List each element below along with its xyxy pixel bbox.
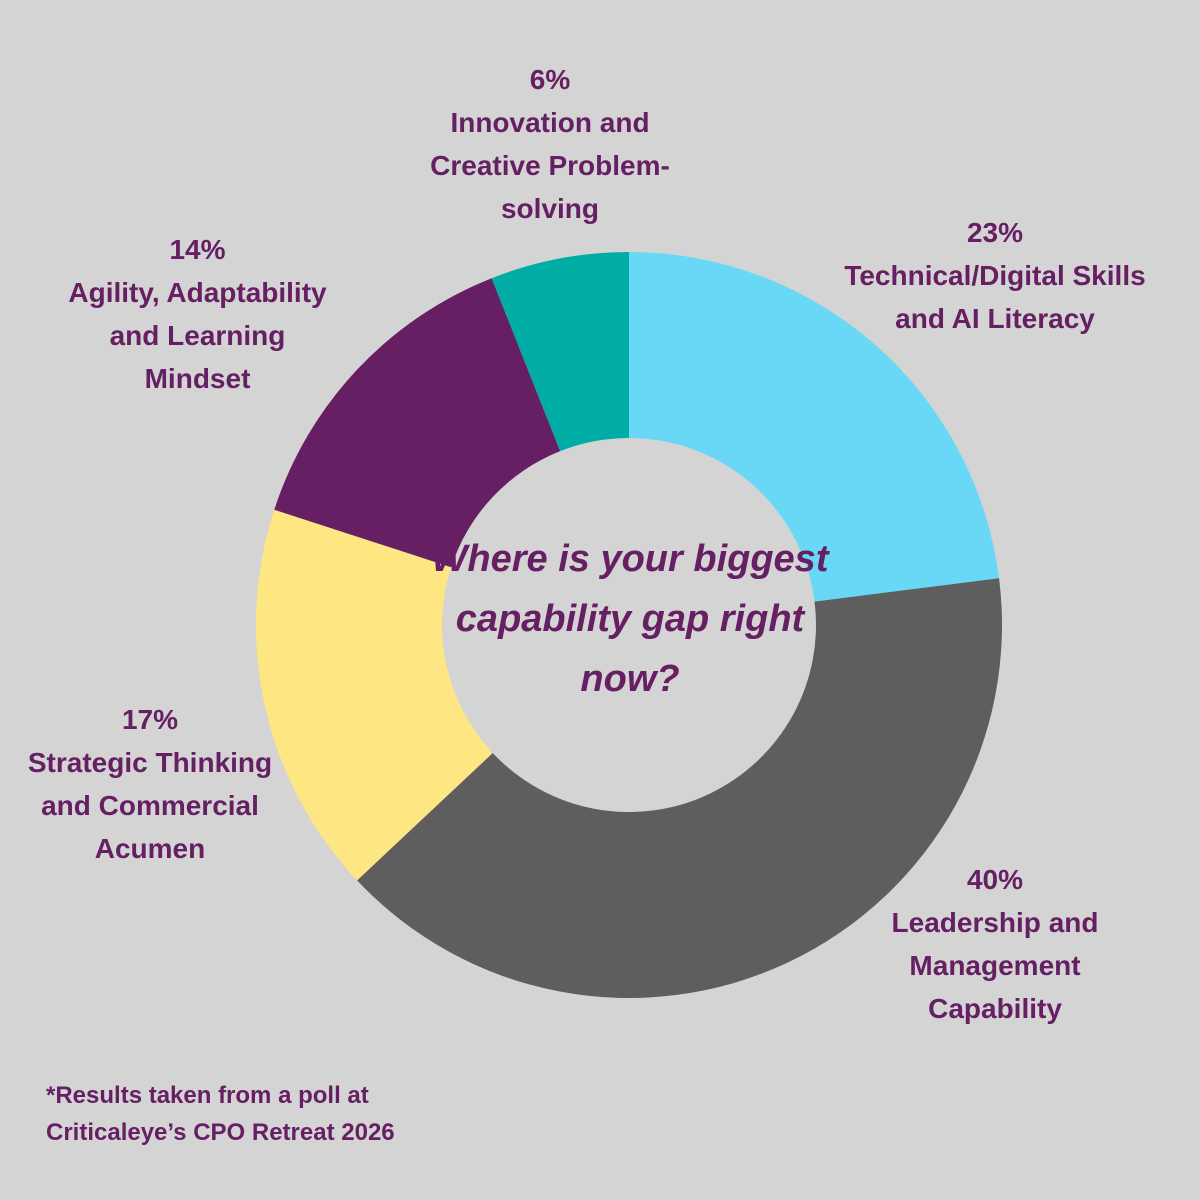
label-category: Strategic Thinking and Commercial Acumen — [27, 747, 273, 864]
footnote: *Results taken from a poll at Criticaley… — [46, 1082, 395, 1146]
label-percent: 40% — [966, 864, 1024, 895]
label-percent: 23% — [966, 217, 1024, 248]
label-category: Innovation and Creative Problem- solving — [430, 107, 670, 224]
label-category: Technical/Digital Skills and AI Literacy — [844, 260, 1146, 334]
label-category: Agility, Adaptability and Learning Minds… — [68, 277, 327, 394]
label-strategic-thinking: 17% Strategic Thinking and Commercial Ac… — [10, 698, 290, 870]
donut-slice-agility-adaptability-and-learning-mindset — [274, 278, 561, 568]
label-percent: 6% — [529, 64, 571, 95]
center-question: Where is your biggest capability gap rig… — [431, 538, 829, 700]
label-category: Leadership and Management Capability — [891, 907, 1099, 1024]
label-leadership-management: 40% Leadership and Management Capability — [845, 858, 1145, 1030]
donut-slice-innovation-and-creative-problem-solving — [491, 252, 629, 452]
label-technical-digital-skills: 23% Technical/Digital Skills and AI Lite… — [830, 211, 1160, 340]
donut-slice-technical-digital-skills-and-ai-literacy — [629, 252, 1000, 602]
donut-slice-strategic-thinking-and-commercial-acumen — [256, 509, 493, 881]
donut-slice-leadership-and-management-capability — [357, 578, 1002, 998]
label-percent: 17% — [121, 704, 179, 735]
label-innovation-creative: 6% Innovation and Creative Problem- solv… — [400, 58, 700, 230]
label-agility-adaptability: 14% Agility, Adaptability and Learning M… — [40, 228, 355, 400]
label-percent: 14% — [169, 234, 226, 265]
